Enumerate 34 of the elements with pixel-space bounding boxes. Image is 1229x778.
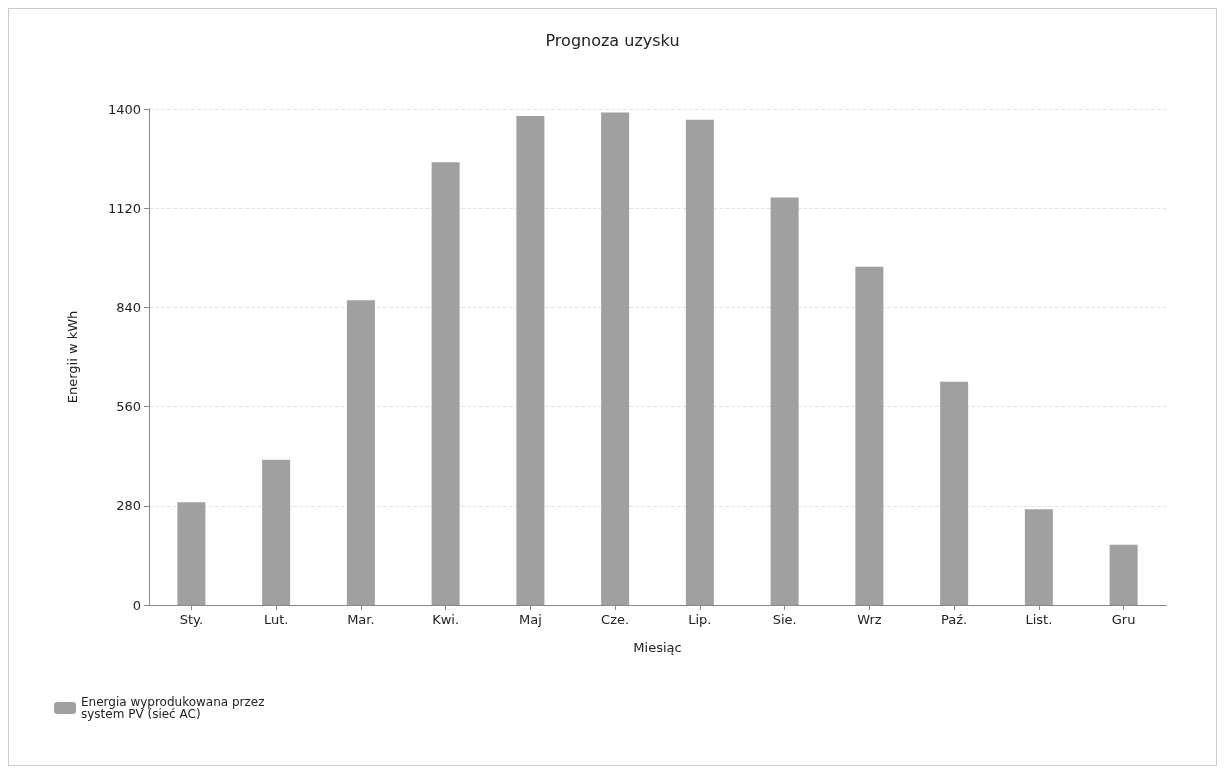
x-tick-label: Lip. (688, 612, 712, 627)
x-tick-label: Maj (518, 612, 542, 627)
x-tick-label: Sty. (179, 612, 204, 627)
bar (346, 300, 375, 605)
y-tick-label: 280 (116, 498, 141, 514)
bar (685, 119, 714, 605)
x-tick-label: Paź. (941, 612, 968, 627)
bar (262, 459, 291, 605)
x-tick-label: Gru (1111, 612, 1136, 627)
x-tick-label: List. (1025, 612, 1053, 627)
y-tick-label: 840 (116, 299, 141, 315)
bar (940, 381, 969, 605)
x-axis-title: Miesiąc (633, 640, 682, 655)
x-tick-label: Sie. (772, 612, 797, 627)
x-tick-label: Mar. (347, 612, 375, 627)
bar (855, 266, 884, 605)
y-tick-label: 1400 (107, 101, 141, 117)
bar (770, 197, 799, 605)
y-tick-label: 0 (132, 597, 141, 613)
bar (1024, 509, 1053, 605)
x-tick-label: Wrz (857, 612, 882, 627)
x-tick-label: Cze. (601, 612, 630, 627)
y-tick-label: 1120 (107, 200, 141, 216)
y-tick-label: 560 (116, 399, 141, 415)
bar (1109, 544, 1138, 605)
legend-label: Energia wyprodukowana przez system PV (sieć AC) (81, 695, 269, 721)
bar (431, 162, 460, 605)
x-tick-label: Lut. (263, 612, 289, 627)
y-axis-title: Energii w kWh (65, 310, 80, 404)
bar (516, 116, 545, 605)
x-tick-label: Kwi. (432, 612, 460, 627)
bar (601, 112, 630, 605)
chart-title: Prognoza uzysku (545, 30, 680, 50)
bar (177, 502, 206, 605)
